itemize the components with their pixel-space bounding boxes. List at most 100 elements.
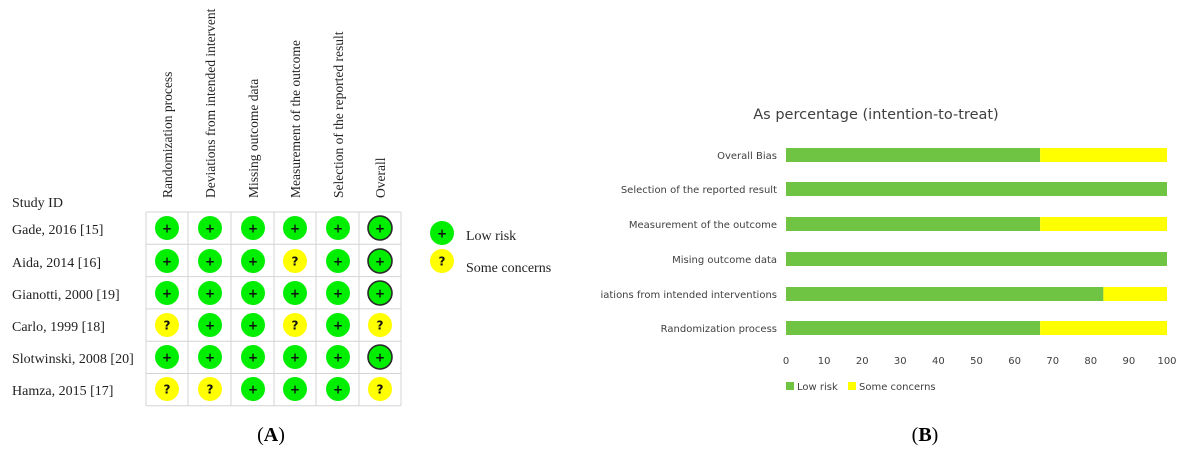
- column-header-label: Measurement of the outcome: [288, 40, 303, 198]
- some-concerns-bar: [1040, 321, 1167, 335]
- some-concerns-bar: [1040, 148, 1167, 162]
- judgement-cell: +: [283, 345, 307, 369]
- judgement-cell: ?: [283, 313, 307, 337]
- judgement-symbol: +: [205, 351, 215, 365]
- some-concerns-circle: [368, 313, 392, 337]
- low-risk-circle: [326, 281, 350, 305]
- judgement-cell: +: [198, 216, 222, 240]
- legend-swatch: [786, 382, 794, 390]
- x-tick-label: 30: [894, 356, 907, 367]
- chart-title: As percentage (intention-to-treat): [753, 107, 998, 123]
- x-tick-label: 70: [1046, 356, 1059, 367]
- panel-b-letter: B: [918, 424, 932, 446]
- risk-of-bias-summary-panel: As percentage (intention-to-treat) Overal…: [581, 0, 1177, 456]
- judgement-cell: +: [367, 344, 393, 370]
- low-risk-bar: [786, 287, 1104, 301]
- category-label: Selection of the reported result: [621, 185, 777, 196]
- some-concerns-bar: [1040, 217, 1167, 231]
- legend-swatch: [848, 382, 856, 390]
- x-tick-label: 20: [856, 356, 869, 367]
- x-tick-label: 10: [818, 356, 831, 367]
- x-tick-label: 60: [1008, 356, 1021, 367]
- column-header-label: Overall: [373, 157, 388, 198]
- low-risk-circle: [241, 281, 265, 305]
- low-risk-circle: [326, 249, 350, 273]
- low-risk-circle: [155, 345, 179, 369]
- low-risk-circle: [198, 216, 222, 240]
- judgement-symbol: +: [333, 319, 343, 333]
- judgement-cell: +: [326, 313, 350, 337]
- judgement-cell: +: [367, 215, 393, 241]
- column-header-label: Selection of the reported result: [331, 31, 346, 198]
- legend-label: Low risk: [466, 229, 516, 244]
- judgement-cell: ?: [198, 377, 222, 401]
- judgement-cell: +: [241, 281, 265, 305]
- low-risk-bar: [786, 148, 1041, 162]
- low-risk-circle: [326, 377, 350, 401]
- judgement-symbol: +: [248, 383, 258, 397]
- judgement-symbol: ?: [292, 319, 299, 333]
- some-concerns-circle: [368, 377, 392, 401]
- low-risk-bar: [786, 217, 1041, 231]
- summary-bar-chart: As percentage (intention-to-treat) Overal…: [581, 107, 1177, 393]
- x-tick-label: 80: [1084, 356, 1097, 367]
- panel-a-close-paren: ): [278, 424, 285, 446]
- column-header-label: Randomization process: [160, 72, 175, 198]
- judgement-symbol: +: [248, 222, 258, 236]
- judgement-symbol: +: [375, 222, 385, 236]
- low-risk-circle: [283, 345, 307, 369]
- low-risk-circle: [326, 345, 350, 369]
- judgement-symbol: ?: [207, 383, 214, 397]
- judgement-symbol: +: [375, 287, 385, 301]
- some-concerns-circle: [198, 377, 222, 401]
- low-risk-circle: [198, 249, 222, 273]
- judgement-symbol: +: [290, 287, 300, 301]
- low-risk-circle: [155, 216, 179, 240]
- panel-a-label: (A): [241, 424, 301, 447]
- judgement-symbol: +: [205, 287, 215, 301]
- column-header-label: Deviations from intended intervent: [203, 8, 218, 198]
- judgement-cell: ?: [368, 377, 392, 401]
- study-name: Carlo, 1999 [18]: [12, 320, 105, 335]
- judgement-symbol: +: [290, 383, 300, 397]
- judgement-cell: +: [367, 280, 393, 306]
- category-label: Deviations from intended interventions: [600, 290, 777, 301]
- judgement-cell: +: [367, 248, 393, 274]
- panel-b-open-paren: (: [911, 424, 919, 446]
- judgement-symbol: +: [248, 319, 258, 333]
- low-risk-circle: [241, 345, 265, 369]
- x-tick-label: 40: [932, 356, 945, 367]
- judgement-cell: +: [326, 249, 350, 273]
- study-name: Gade, 2016 [15]: [12, 223, 103, 238]
- low-risk-circle: [198, 281, 222, 305]
- some-concerns-circle: [283, 249, 307, 273]
- low-risk-circle: [367, 215, 393, 241]
- low-risk-circle: [367, 248, 393, 274]
- judgement-cell: +: [241, 249, 265, 273]
- category-label: Mising outcome data: [672, 255, 777, 266]
- x-tick-label: 90: [1123, 356, 1136, 367]
- low-risk-circle: [155, 249, 179, 273]
- judgement-symbol: +: [162, 255, 172, 269]
- judgement-cell: ?: [155, 377, 179, 401]
- legend-label: Some concerns: [466, 261, 551, 276]
- panel-b-label: (B): [895, 424, 955, 447]
- judgement-symbol: ?: [292, 255, 299, 269]
- judgement-symbol: ?: [377, 383, 384, 397]
- judgement-cell: +: [283, 281, 307, 305]
- judgement-cell: +: [155, 345, 179, 369]
- judgement-symbol: +: [375, 351, 385, 365]
- low-risk-circle: [367, 280, 393, 306]
- some-concerns-circle: [283, 313, 307, 337]
- judgement-symbol: +: [162, 287, 172, 301]
- some-concerns-circle: [155, 377, 179, 401]
- judgement-cell: +: [283, 216, 307, 240]
- judgement-cell: +: [326, 345, 350, 369]
- panel-a-open-paren: (: [257, 424, 264, 446]
- low-risk-circle: [326, 216, 350, 240]
- judgement-symbol: +: [205, 222, 215, 236]
- column-header-label: Missing outcome data: [246, 79, 261, 198]
- judgement-symbol: +: [290, 351, 300, 365]
- judgement-symbol: +: [333, 383, 343, 397]
- judgement-cell: +: [155, 249, 179, 273]
